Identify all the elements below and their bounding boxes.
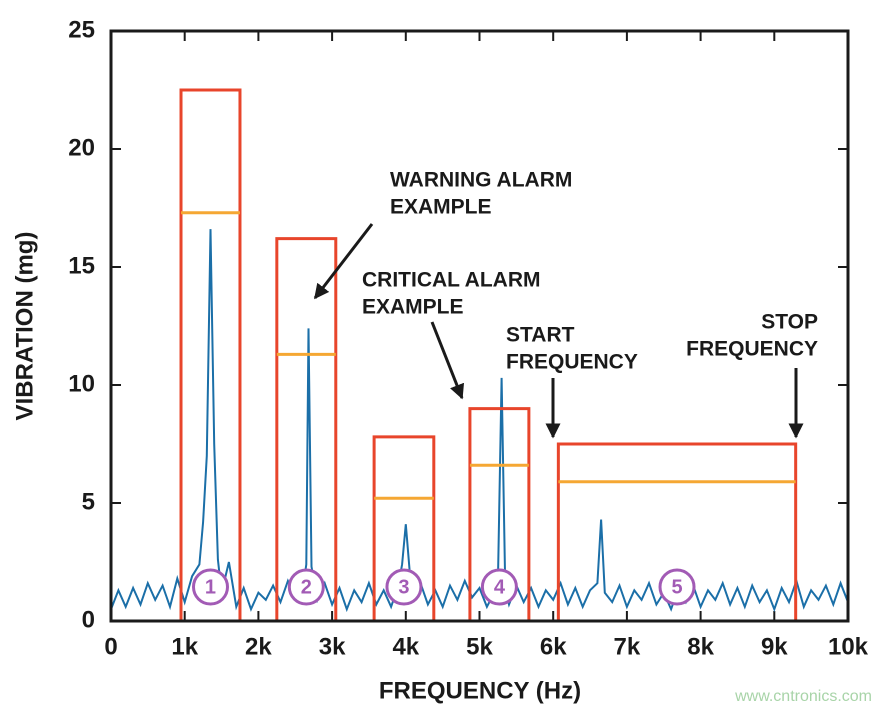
band-number: 5 [671, 576, 682, 598]
x-tick-label: 6k [540, 633, 567, 660]
y-tick-label: 15 [68, 252, 95, 279]
annotation: EXAMPLE [390, 196, 492, 219]
y-tick-label: 5 [82, 488, 95, 515]
band-number: 2 [301, 576, 312, 598]
x-tick-label: 9k [761, 633, 788, 660]
annotation-arrow [313, 223, 374, 300]
x-tick-label: 10k [828, 633, 869, 660]
band-number: 3 [398, 576, 409, 598]
x-axis-title: FREQUENCY (Hz) [379, 677, 581, 704]
critical-box [556, 442, 798, 621]
y-tick-label: 10 [68, 370, 95, 397]
annotation: CRITICAL ALARM [362, 269, 540, 292]
band-number: 4 [494, 576, 506, 598]
x-tick-label: 5k [466, 633, 493, 660]
x-tick-label: 3k [319, 633, 346, 660]
annotation: WARNING ALARM [390, 169, 572, 192]
watermark: www.cntronics.com [734, 688, 872, 705]
band-badge [287, 568, 325, 606]
band-number: 1 [205, 576, 216, 598]
critical-box [275, 237, 338, 621]
x-tick-label: 4k [392, 633, 419, 660]
band-badge [191, 568, 229, 606]
y-tick-label: 25 [68, 16, 95, 43]
plot-frame [109, 29, 850, 623]
critical-box [372, 435, 436, 621]
x-tick-label: 8k [687, 633, 714, 660]
annotation: START [506, 324, 575, 347]
critical-box [468, 407, 531, 621]
y-tick-label: 0 [82, 606, 95, 633]
band-badge [385, 568, 423, 606]
annotation: STOP [761, 311, 818, 334]
y-tick-label: 20 [68, 134, 95, 161]
band-badge [480, 568, 518, 606]
critical-box [179, 88, 242, 621]
x-tick-label: 1k [171, 633, 198, 660]
annotation: FREQUENCY [506, 351, 638, 374]
annotation: FREQUENCY [686, 338, 818, 361]
y-axis-title: VIBRATION (mg) [11, 232, 38, 421]
x-tick-label: 0 [104, 633, 117, 660]
x-tick-label: 2k [245, 633, 272, 660]
x-tick-label: 7k [614, 633, 641, 660]
band-badge [658, 568, 696, 606]
annotation: EXAMPLE [362, 296, 464, 319]
annotation-arrow [430, 321, 465, 400]
